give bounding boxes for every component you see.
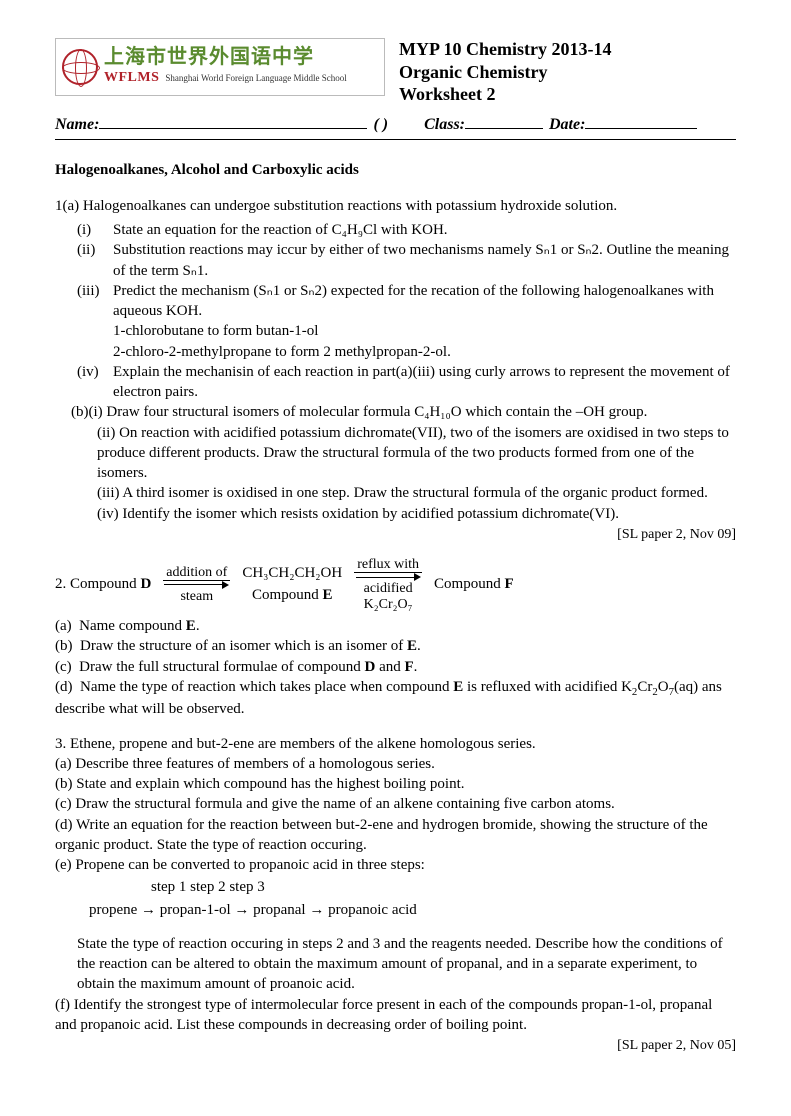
name-field[interactable] [99,112,367,130]
q3-e: (e) Propene can be converted to propanoi… [55,855,736,875]
q2-compE-pre: Compound [252,587,322,603]
q3-f: (f) Identify the strongest type of inter… [55,995,736,1036]
q1a-iii-num: (iii) [55,281,113,322]
q3-e-para: State the type of reaction occuring in s… [55,934,736,995]
logo-subtitle: Shanghai World Foreign Language Middle S… [165,72,346,84]
worksheet-title: MYP 10 Chemistry 2013-14 Organic Chemist… [399,38,611,106]
q1a-iii-l2: 2-chloro-2-methylpropane to form 2 methy… [113,342,736,362]
arrow-1: addition of steam [163,565,230,605]
arrow-2-bot1: acidified [364,581,413,596]
q2-b: (b) Draw the structure of an isomer whic… [55,636,736,656]
q1b-iv: (iv) Identify the isomer which resists o… [97,504,736,524]
arrow-2-top: reflux with [354,557,422,573]
q3-steps-hdr: step 1 step 2 step 3 [55,877,736,897]
source-1: [SL paper 2, Nov 09] [55,526,736,545]
q1a-iii: Predict the mechanism (Sₙ1 or Sₙ2) expec… [113,281,736,322]
q2-c: (c) Draw the full structural formulae of… [55,657,736,677]
title-line-1: MYP 10 Chemistry 2013-14 [399,38,611,61]
q2-E: E [322,587,332,603]
q1b-iii: (iii) A third isomer is oxidised in one … [97,483,736,503]
q2-lead: 2. Compound [55,576,140,592]
date-label: Date: [549,114,585,136]
page-header: 上海市世界外国语中学 WFLMS Shanghai World Foreign … [55,38,736,106]
paren: ( ) [373,114,388,136]
q3-a: (a) Describe three features of members o… [55,754,736,774]
title-line-3: Worksheet 2 [399,83,611,106]
class-field[interactable] [465,112,543,130]
name-label: Name: [55,114,99,136]
q1b-i: (b)(i) Draw four structural isomers of m… [71,402,736,422]
arrow-2: reflux with acidified K₂Cr₂O₇ [354,557,422,612]
arrow-1-bot: steam [180,589,213,604]
q2-reaction: 2. Compound D addition of steam CH₃CH₂CH… [55,557,736,612]
q1b-ii: (ii) On reaction with acidified potassiu… [97,423,736,484]
q2-D: D [140,576,151,592]
arrow-1-top: addition of [163,565,230,581]
q1a-iv: Explain the mechanisin of each reaction … [113,362,736,403]
school-logo: 上海市世界外国语中学 WFLMS Shanghai World Foreign … [55,38,385,96]
q1a-iv-num: (iv) [55,362,113,403]
q3-steps-rxn: propene → propan-1-ol → propanal → propa… [55,900,736,920]
q3-intro: 3. Ethene, propene and but-2-ene are mem… [55,734,736,754]
q2-F: F [504,576,513,592]
logo-chinese: 上海市世界外国语中学 [104,47,347,67]
arrow-2-bot2: K₂Cr₂O₇ [364,597,413,612]
q2-compF-pre: Compound [434,576,504,592]
q1a-i-num: (i) [55,220,113,240]
q1a-intro: 1(a) Halogenoalkanes can undergoe substi… [55,196,736,216]
q3-c: (c) Draw the structural formula and give… [55,794,736,814]
q1a-iii-l1: 1-chlorobutane to form butan-1-ol [113,321,736,341]
q3-b: (b) State and explain which compound has… [55,774,736,794]
class-label: Class: [424,114,465,136]
q2-d: (d) Name the type of reaction which take… [55,677,736,720]
title-line-2: Organic Chemistry [399,61,611,84]
section-title: Halogenoalkanes, Alcohol and Carboxylic … [55,160,736,180]
source-2: [SL paper 2, Nov 05] [55,1037,736,1056]
logo-abbr: WFLMS [104,69,159,88]
q2-mid: CH₃CH₂CH₂OH [242,563,342,583]
date-field[interactable] [585,112,697,130]
form-line: Name: ( ) Class: Date: [55,112,736,136]
q1a-ii-num: (ii) [55,240,113,281]
q3-d: (d) Write an equation for the reaction b… [55,815,736,856]
q1a-i: State an equation for the reaction of C₄… [113,220,736,240]
globe-icon [62,49,98,85]
q2-a: (a) Name compound E. [55,616,736,636]
q1a-ii: Substitution reactions may iccur by eith… [113,240,736,281]
